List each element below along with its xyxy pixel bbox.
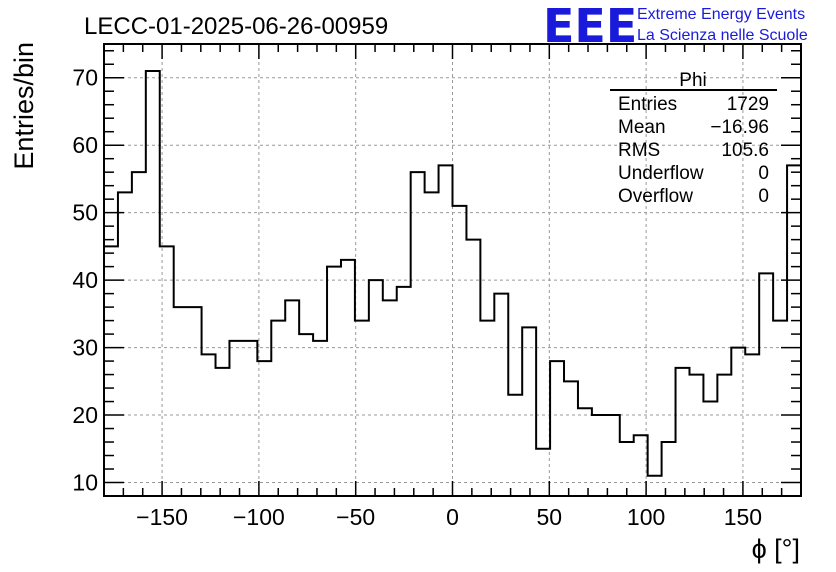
histogram-bin — [717, 375, 731, 496]
histogram-bin — [160, 246, 174, 496]
histogram-bin — [383, 300, 397, 496]
grid — [104, 44, 801, 496]
histogram-bin — [355, 321, 369, 496]
y-tick-label: 60 — [72, 132, 98, 158]
axis-ticks — [104, 44, 801, 496]
histogram-bin — [731, 348, 745, 496]
histogram-bin — [759, 273, 773, 496]
histogram-bin — [257, 361, 271, 496]
x-tick-label: −100 — [233, 504, 285, 530]
x-tick-label: 50 — [537, 504, 563, 530]
histogram-bin — [648, 476, 662, 496]
histogram-bin — [703, 402, 717, 496]
histogram-bin — [216, 368, 230, 496]
stats-row-value: 0 — [758, 186, 769, 207]
histogram-series-line — [104, 69, 801, 477]
logo-line-2: La Scienza nelle Scuole — [637, 27, 808, 44]
stats-row-label: Entries — [618, 94, 677, 115]
histogram-bin — [522, 327, 536, 496]
histogram-bin — [466, 240, 480, 496]
histogram-bin — [271, 321, 285, 496]
stats-row-label: Overflow — [618, 186, 693, 207]
histogram-bin — [620, 442, 634, 496]
stats-row-value: 105.6 — [721, 140, 769, 161]
histogram-bin — [453, 206, 467, 496]
histogram-bin — [132, 172, 146, 496]
x-tick-label: 0 — [446, 504, 459, 530]
histogram-bin — [494, 294, 508, 496]
histogram-bin — [285, 300, 299, 496]
histogram-bin — [439, 165, 453, 496]
histogram-bin — [578, 408, 592, 496]
stats-row-label: Mean — [618, 117, 666, 138]
y-tick-label: 10 — [72, 470, 98, 496]
histogram-bin — [299, 334, 313, 496]
histogram-bin — [480, 321, 494, 496]
histogram-bin — [188, 307, 202, 496]
chart-title: LECC-01-2025-06-26-00959 — [84, 13, 388, 40]
histogram-bin — [689, 375, 703, 496]
y-axis-label: Entries/bin — [9, 42, 39, 170]
stats-row-label: Underflow — [618, 163, 704, 184]
histogram-bin — [146, 71, 160, 496]
y-tick-label: 40 — [72, 267, 98, 293]
histogram-bin — [327, 267, 341, 496]
histogram-bin — [787, 165, 801, 496]
histogram-bin — [229, 341, 243, 496]
histogram-bin — [369, 280, 383, 496]
logo-line-1: Extreme Energy Events — [637, 6, 805, 23]
x-tick-label: 100 — [627, 504, 665, 530]
histogram-bin — [662, 442, 676, 496]
x-axis-label: ϕ [°] — [752, 534, 800, 564]
stats-row-value: 0 — [758, 163, 769, 184]
x-tick-label: 150 — [724, 504, 762, 530]
x-tick-labels: −150 −100 −50 0 50 100 150 — [136, 504, 762, 530]
histogram-bin — [243, 341, 257, 496]
y-tick-label: 70 — [72, 65, 98, 91]
histogram-bin — [745, 354, 759, 496]
histogram-bin — [118, 192, 132, 496]
histogram-bin — [592, 415, 606, 496]
histogram-bin — [606, 415, 620, 496]
histogram-bin — [550, 361, 564, 496]
y-tick-label: 20 — [72, 402, 98, 428]
histogram-bin — [425, 192, 439, 496]
histogram-bin — [411, 172, 425, 496]
stats-rows: Entries 1729 Mean −16.96 RMS 105.6 Underflow 0 O… — [618, 94, 769, 207]
histogram-bin — [341, 260, 355, 496]
histogram-bin — [536, 449, 550, 496]
eee-logo: EEE — [543, 0, 637, 53]
histogram-bin — [202, 354, 216, 496]
histogram-bin — [564, 381, 578, 496]
histogram-bin — [104, 246, 118, 496]
y-tick-label: 50 — [72, 200, 98, 226]
histogram-bin — [397, 287, 411, 496]
histogram-bin — [508, 395, 522, 496]
histogram-bin — [676, 368, 690, 496]
histogram-bin — [174, 307, 188, 496]
stats-row-label: RMS — [618, 140, 660, 161]
stats-box: Phi Entries 1729 Mean −16.96 RMS 105.6 Underfl… — [610, 70, 777, 207]
stats-row-value: 1729 — [727, 94, 769, 115]
x-tick-label: −50 — [336, 504, 375, 530]
histogram-bin — [313, 341, 327, 496]
stats-row-value: −16.96 — [710, 117, 769, 138]
y-tick-label: 30 — [72, 335, 98, 361]
y-tick-labels: 10 20 30 40 50 60 70 — [72, 65, 98, 496]
x-tick-label: −150 — [136, 504, 188, 530]
stats-title: Phi — [679, 70, 706, 91]
